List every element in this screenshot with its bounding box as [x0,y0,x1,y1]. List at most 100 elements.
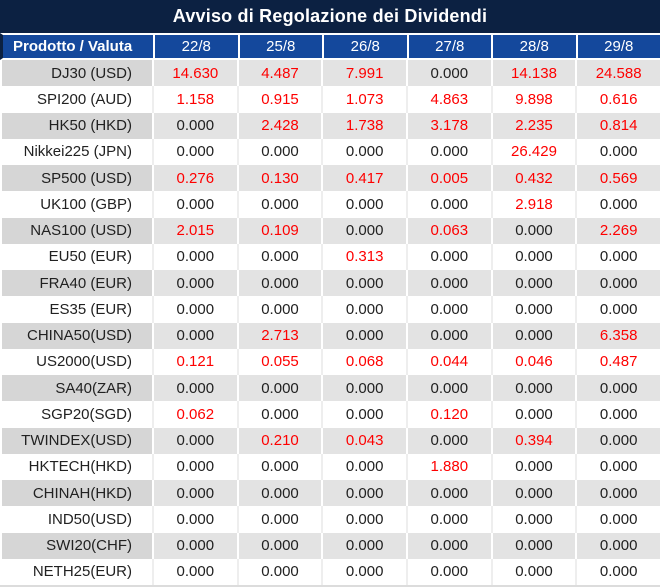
dividend-value-cell: 0.000 [575,138,660,165]
product-cell: NETH25(EUR) [2,558,152,585]
dividend-value-cell: 0.000 [321,217,406,244]
table-row: TWINDEX(USD) 0.000 0.210 0.043 0.000 0.394 0.0… [0,427,660,454]
dividend-value-cell: 0.000 [405,322,491,349]
dividend-value-cell: 0.000 [405,558,491,585]
product-cell: SWI20(CHF) [2,532,152,559]
dividend-value-cell: 1.073 [321,86,406,113]
dividend-value-cell: 0.000 [575,506,660,533]
dividend-value-cell: 2.713 [236,322,322,349]
table-header-row: Prodotto / Valuta 22/8 25/8 26/8 27/8 28/8 29… [0,33,660,60]
column-header-date: 28/8 [491,35,576,58]
product-cell: SA40(ZAR) [2,375,152,402]
dividend-value-cell: 2.015 [152,217,237,244]
product-cell: CHINA50(USD) [2,322,152,349]
dividend-value-cell: 0.000 [236,480,322,507]
product-cell: US2000(USD) [2,348,152,375]
dividend-value-cell: 0.000 [236,296,322,323]
dividend-value-cell: 0.000 [490,401,576,428]
dividend-value-cell: 0.000 [575,191,660,218]
dividend-value-cell: 0.000 [321,506,406,533]
dividend-value-cell: 0.000 [152,191,237,218]
dividend-value-cell: 0.005 [405,165,491,192]
table-row: HK50 (HKD) 0.000 2.428 1.738 3.178 2.235 0.814 [0,112,660,139]
dividend-value-cell: 3.178 [405,112,491,139]
dividend-value-cell: 0.000 [236,401,322,428]
dividend-value-cell: 24.588 [575,60,660,87]
dividend-value-cell: 0.055 [236,348,322,375]
dividend-value-cell: 0.000 [152,322,237,349]
dividend-value-cell: 0.394 [490,427,576,454]
dividend-value-cell: 0.062 [152,401,237,428]
product-cell: FRA40 (EUR) [2,270,152,297]
column-header-date: 25/8 [237,35,323,58]
dividend-value-cell: 0.313 [321,243,406,270]
dividend-value-cell: 0.120 [405,401,491,428]
dividend-value-cell: 0.000 [321,191,406,218]
dividend-value-cell: 14.138 [490,60,576,87]
dividend-value-cell: 0.000 [152,558,237,585]
dividend-value-cell: 0.000 [575,453,660,480]
column-header-date: 27/8 [406,35,492,58]
dividend-value-cell: 0.000 [575,532,660,559]
dividend-value-cell: 0.043 [321,427,406,454]
product-cell: TWINDEX(USD) [2,427,152,454]
dividend-value-cell: 0.000 [490,243,576,270]
dividend-value-cell: 0.569 [575,165,660,192]
dividend-value-cell: 0.000 [152,506,237,533]
table-row: Nikkei225 (JPN) 0.000 0.000 0.000 0.000 26.42… [0,138,660,165]
dividend-value-cell: 0.000 [321,296,406,323]
dividend-value-cell: 0.432 [490,165,576,192]
dividend-value-cell: 0.000 [236,558,322,585]
dividend-value-cell: 0.000 [490,532,576,559]
dividend-value-cell: 9.898 [490,86,576,113]
dividend-value-cell: 0.000 [152,427,237,454]
dividend-value-cell: 0.000 [490,270,576,297]
dividend-value-cell: 0.000 [152,243,237,270]
dividend-value-cell: 0.000 [236,243,322,270]
dividend-value-cell: 0.000 [575,296,660,323]
product-cell: SP500 (USD) [2,165,152,192]
dividend-value-cell: 0.000 [575,270,660,297]
table-body: DJ30 (USD) 14.630 4.487 7.991 0.000 14.138 24.… [0,60,660,587]
dividend-value-cell: 26.429 [490,138,576,165]
dividend-value-cell: 0.000 [405,480,491,507]
dividend-value-cell: 0.276 [152,165,237,192]
dividend-value-cell: 0.000 [152,480,237,507]
dividend-value-cell: 0.000 [321,270,406,297]
column-header-product: Prodotto / Valuta [13,38,133,55]
dividend-value-cell: 0.000 [152,270,237,297]
table-row: NAS100 (USD) 2.015 0.109 0.000 0.063 0.000 2.2… [0,217,660,244]
dividend-value-cell: 0.000 [575,243,660,270]
dividend-value-cell: 2.235 [490,112,576,139]
dividend-value-cell: 1.738 [321,112,406,139]
dividend-value-cell: 0.000 [405,296,491,323]
dividend-value-cell: 4.487 [236,60,322,87]
dividend-value-cell: 0.000 [321,453,406,480]
table-row: SA40(ZAR) 0.000 0.000 0.000 0.000 0.000 0.000 [0,375,660,402]
dividend-value-cell: 0.000 [152,532,237,559]
dividend-value-cell: 0.000 [152,296,237,323]
dividend-value-cell: 0.000 [490,322,576,349]
dividend-value-cell: 0.000 [321,138,406,165]
dividend-value-cell: 0.000 [405,243,491,270]
dividend-value-cell: 0.000 [152,453,237,480]
dividend-value-cell: 0.121 [152,348,237,375]
dividend-value-cell: 0.000 [490,480,576,507]
dividend-value-cell: 0.000 [321,401,406,428]
table-row: US2000(USD) 0.121 0.055 0.068 0.044 0.046 0.48… [0,348,660,375]
product-cell: NAS100 (USD) [2,217,152,244]
product-cell: Nikkei225 (JPN) [2,138,152,165]
table-row: SWI20(CHF) 0.000 0.000 0.000 0.000 0.000 0.000 [0,532,660,559]
dividend-value-cell: 7.991 [321,60,406,87]
dividend-value-cell: 0.068 [321,348,406,375]
table-row: SPI200 (AUD) 1.158 0.915 1.073 4.863 9.898 0.6… [0,86,660,113]
dividend-value-cell: 0.915 [236,86,322,113]
dividend-value-cell: 0.000 [575,558,660,585]
dividend-value-cell: 0.000 [490,375,576,402]
product-cell: EU50 (EUR) [2,243,152,270]
dividend-value-cell: 0.000 [490,453,576,480]
dividend-value-cell: 0.000 [405,191,491,218]
product-cell: HK50 (HKD) [2,112,152,139]
table-row: CHINAH(HKD) 0.000 0.000 0.000 0.000 0.000 0.00… [0,480,660,507]
